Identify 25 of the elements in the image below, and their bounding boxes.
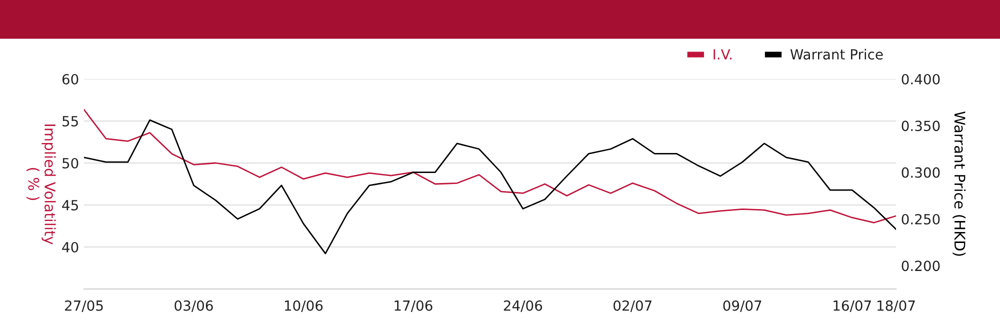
legend-label: I.V. (714, 49, 732, 60)
y-tick-label: 45 (62, 200, 78, 210)
y2-tick-label: 0.250 (902, 214, 940, 224)
y-axis-title: Implied Volatility ( % ) (26, 124, 56, 244)
y-tick-label: 60 (62, 74, 78, 84)
line-series (84, 119, 896, 254)
line-series (84, 108, 896, 224)
x-tick-label: 24/06 (504, 300, 542, 312)
y-tick-label: 55 (62, 116, 78, 126)
x-tick-label: 02/07 (614, 300, 652, 312)
x-tick-label: 16/07 (834, 300, 871, 312)
y-tick-label: 50 (62, 158, 78, 168)
x-tick-label: 03/06 (174, 300, 213, 312)
x-tick-label: 17/06 (394, 300, 432, 312)
legend-label: Warrant Price (790, 48, 883, 60)
y2-tick-label: 0.300 (902, 167, 940, 178)
y2-tick-label: 0.200 (902, 260, 940, 272)
y2-tick-label: 0.350 (902, 120, 940, 132)
y2-tick-label: 0.400 (902, 74, 940, 84)
x-tick-label: 18/07 (878, 300, 915, 312)
x-tick-label: 10/06 (284, 300, 323, 312)
x-tick-label: 09/07 (723, 300, 762, 312)
y2-axis-title: Warrant Price (HKD) (952, 111, 966, 256)
y-tick-label: 40 (62, 242, 78, 252)
x-tick-label: 27/05 (65, 300, 103, 312)
